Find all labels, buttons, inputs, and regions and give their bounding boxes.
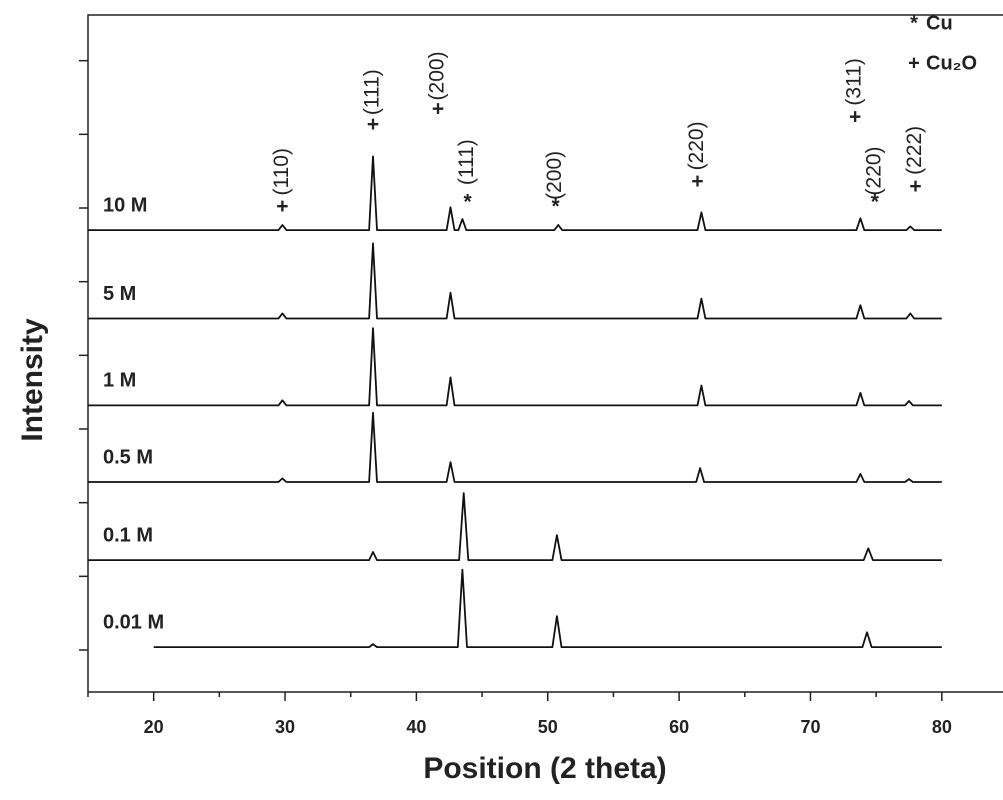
legend-label: Cu₂O: [926, 52, 977, 74]
xrd-pattern: [88, 492, 942, 561]
x-tick-label: 40: [406, 717, 426, 737]
series-label: 0.1 M: [103, 524, 153, 546]
peak-label: (311): [843, 58, 866, 105]
series-label: 0.5 M: [103, 446, 153, 468]
peak-label: (110): [270, 148, 293, 195]
peak-marker: +: [909, 175, 921, 198]
peak-label: (111): [455, 139, 478, 185]
series-label: 1 M: [103, 370, 136, 392]
series-label: 5 M: [103, 283, 136, 305]
peak-label: (220): [685, 121, 708, 170]
x-tick-label: 70: [800, 717, 820, 737]
peak-marker: *: [552, 195, 561, 218]
peak-marker: *: [871, 190, 880, 213]
peak-marker: +: [691, 170, 703, 193]
plot-frame: [87, 14, 1003, 692]
series-label: 0.01 M: [103, 611, 164, 633]
y-axis-title: Intensity: [16, 318, 49, 442]
xrd-pattern: [88, 155, 942, 231]
x-tick-label: 20: [144, 717, 164, 737]
peak-label: (222): [903, 126, 926, 175]
x-tick-label: 30: [275, 717, 295, 737]
peak-marker: +: [849, 106, 861, 129]
x-tick-label: 80: [932, 717, 952, 737]
peak-label: (220): [862, 146, 885, 195]
xrd-pattern: [88, 327, 942, 407]
peak-marker: *: [464, 190, 473, 213]
x-tick-label: 60: [669, 717, 689, 737]
peak-label: (111): [361, 69, 384, 115]
peak-marker: +: [367, 113, 379, 136]
xrd-pattern: [153, 568, 942, 648]
x-tick-label: 50: [538, 717, 558, 737]
series-label: 10 M: [103, 194, 147, 216]
xrd-pattern: [88, 242, 942, 320]
peak-marker: +: [432, 98, 444, 121]
xrd-pattern: [88, 411, 942, 483]
peak-label: (200): [426, 51, 449, 100]
legend-symbol: +: [908, 52, 920, 74]
legend-symbol: *: [910, 12, 918, 34]
peak-label: (200): [543, 151, 566, 200]
peak-marker: +: [276, 195, 288, 218]
legend-label: Cu: [926, 12, 953, 34]
x-axis-title: Position (2 theta): [423, 752, 666, 785]
